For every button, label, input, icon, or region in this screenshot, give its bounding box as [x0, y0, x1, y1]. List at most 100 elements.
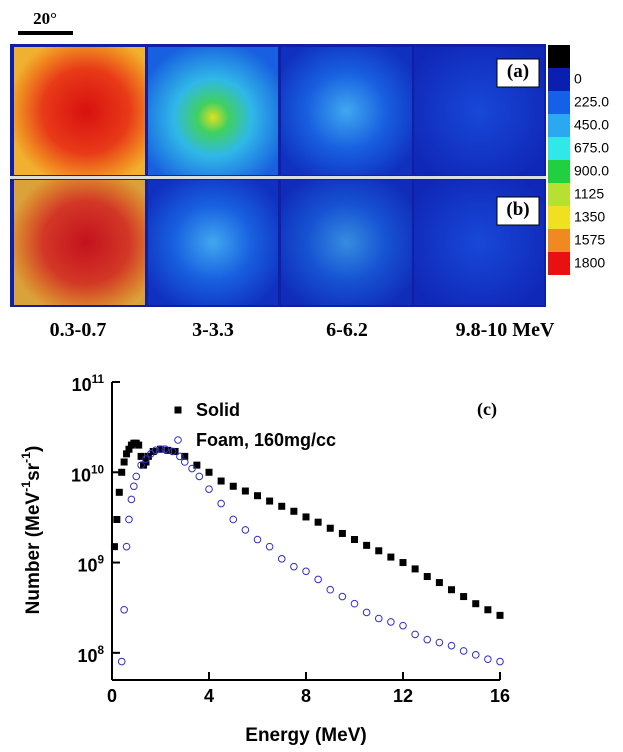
point: [314, 518, 322, 526]
point: [127, 495, 136, 504]
point: [374, 614, 383, 623]
point: [460, 593, 468, 601]
point: [117, 657, 126, 666]
energy-label: 0.3-0.7: [50, 319, 107, 341]
point: [217, 499, 225, 508]
panel-label: (b): [506, 199, 529, 220]
point: [278, 502, 286, 510]
point: [157, 445, 164, 453]
scale-label: 20°: [33, 9, 57, 28]
colorbar-segment: [548, 229, 570, 252]
point: [120, 605, 128, 614]
point: [110, 543, 118, 551]
point: [411, 565, 419, 573]
point: [151, 446, 160, 455]
point: [135, 441, 143, 449]
colorbar-label: 1575: [574, 231, 605, 247]
colorbar-segment: [548, 68, 570, 91]
colorbar-segment: [548, 183, 570, 206]
point: [496, 611, 504, 619]
colorbar-segment: [548, 137, 570, 160]
point: [338, 592, 347, 601]
heatmap: [14, 180, 145, 305]
y-tick-label: 109: [77, 553, 104, 575]
point: [363, 541, 371, 549]
point: [181, 452, 189, 460]
colorbar-label: 1125: [574, 185, 604, 201]
point: [188, 464, 196, 473]
colorbar-label: 0: [574, 70, 582, 86]
colorbar-label: 225.0: [574, 93, 609, 109]
point: [217, 477, 225, 485]
point: [130, 482, 138, 491]
point: [205, 485, 213, 493]
y-tick-label: 1011: [72, 373, 105, 395]
label-box: [496, 58, 540, 88]
point: [459, 647, 468, 655]
point: [302, 513, 310, 521]
point: [125, 445, 133, 453]
point: [253, 535, 262, 544]
point: [351, 536, 358, 544]
point: [290, 562, 298, 571]
point: [484, 606, 492, 614]
point: [302, 567, 310, 576]
point: [448, 586, 455, 594]
colorbar-segment: [548, 45, 570, 68]
point: [411, 630, 419, 639]
point: [168, 447, 177, 456]
point: [205, 468, 213, 476]
point: [435, 579, 443, 587]
point: [137, 461, 145, 469]
colorbar-label: 1350: [574, 208, 605, 224]
energy-label: 3-3.3: [192, 319, 234, 341]
y-tick-label: 108: [77, 643, 104, 665]
point: [423, 635, 432, 644]
heatmap: [148, 180, 278, 305]
x-tick-label: 4: [204, 686, 214, 706]
point: [113, 515, 121, 523]
point: [147, 450, 155, 458]
legend-label: Foam, 160mg/cc: [196, 430, 336, 450]
colorbar-label: 900.0: [574, 162, 609, 178]
point: [447, 641, 456, 650]
colorbar-label: 1800: [574, 254, 605, 270]
point: [399, 621, 407, 630]
point: [123, 450, 131, 458]
legend-label: Solid: [196, 400, 240, 420]
point: [229, 482, 237, 490]
label-box: [496, 196, 540, 226]
point: [254, 492, 261, 500]
point: [387, 553, 395, 561]
heatmaps: (a) (b): [10, 44, 546, 307]
point: [375, 547, 383, 555]
point: [171, 447, 179, 455]
point: [265, 542, 274, 551]
point: [193, 461, 201, 469]
colorbar-segment: [548, 91, 570, 114]
point: [266, 497, 274, 505]
point: [326, 524, 334, 532]
x-axis-label: Energy (MeV): [245, 725, 366, 746]
x-tick-label: 12: [393, 686, 413, 706]
point: [241, 526, 250, 534]
point: [132, 472, 141, 481]
annotation: (c): [477, 399, 497, 420]
panel-label: (a): [507, 61, 529, 82]
point: [142, 455, 150, 463]
colorbar-segment: [548, 206, 570, 229]
x-tick-label: 8: [301, 686, 311, 706]
point: [435, 638, 444, 647]
point: [338, 529, 346, 537]
point: [471, 651, 480, 659]
heatmap: [148, 47, 278, 175]
point: [125, 515, 133, 524]
point: [362, 608, 371, 617]
y-axis-label: Number (MeV-1sr-1): [19, 446, 44, 615]
point: [387, 618, 395, 626]
heatmap: [14, 47, 145, 175]
point: [164, 446, 172, 454]
point: [241, 487, 249, 495]
